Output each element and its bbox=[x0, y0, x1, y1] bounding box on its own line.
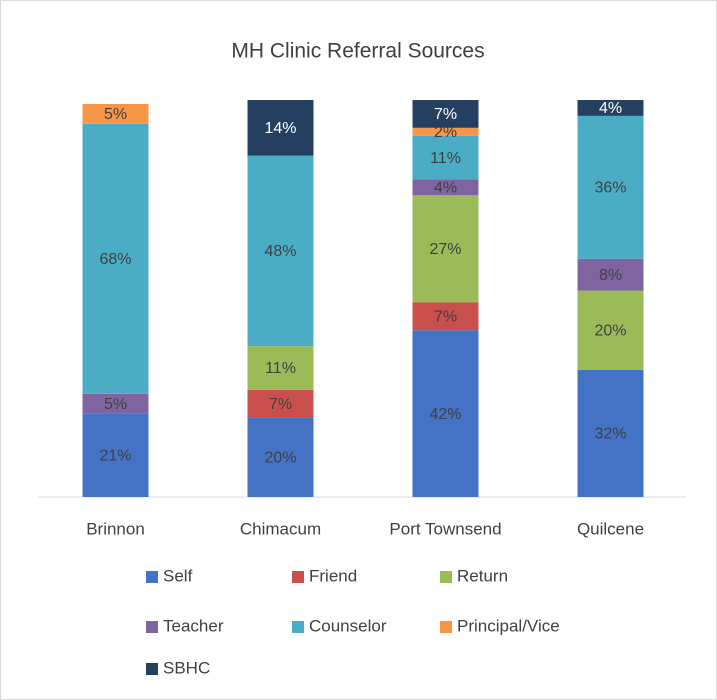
legend-marker bbox=[292, 621, 304, 633]
data-label: 7% bbox=[269, 396, 292, 413]
data-label: 27% bbox=[429, 241, 461, 258]
data-label: 36% bbox=[594, 180, 626, 197]
legend-label: Return bbox=[457, 566, 508, 585]
data-label: 48% bbox=[264, 243, 296, 260]
data-label: 7% bbox=[434, 309, 457, 326]
bar-segment bbox=[247, 155, 314, 347]
bar-segment bbox=[82, 103, 149, 124]
bar-segment bbox=[412, 100, 479, 128]
legend-label: Teacher bbox=[163, 616, 224, 635]
bar-segment bbox=[412, 135, 479, 180]
data-label: 2% bbox=[434, 124, 457, 141]
legend-marker bbox=[440, 571, 452, 583]
bar-segment bbox=[412, 127, 479, 136]
legend-label: Principal/Vice bbox=[457, 616, 560, 635]
data-label: 21% bbox=[99, 448, 131, 465]
bar-segment bbox=[577, 290, 644, 370]
bar-segment bbox=[247, 417, 314, 497]
data-label: 11% bbox=[430, 150, 461, 167]
data-label: 42% bbox=[429, 406, 461, 423]
bar-segment bbox=[247, 346, 314, 390]
legend-marker bbox=[440, 621, 452, 633]
data-label: 4% bbox=[434, 180, 457, 197]
chart-title: MH Clinic Referral Sources bbox=[231, 40, 484, 63]
bar-segment bbox=[247, 100, 314, 156]
bar-segment bbox=[412, 195, 479, 303]
x-tick-label: Chimacum bbox=[240, 519, 321, 538]
bar-segment bbox=[577, 258, 644, 291]
data-label: 7% bbox=[434, 106, 457, 123]
bar-segment bbox=[82, 393, 149, 414]
data-label: 20% bbox=[594, 322, 626, 339]
x-tick-label: Brinnon bbox=[86, 519, 145, 538]
data-label: 4% bbox=[599, 100, 622, 117]
x-tick-label: Quilcene bbox=[577, 519, 644, 538]
data-label: 14% bbox=[264, 120, 296, 137]
legend-label: SBHC bbox=[163, 658, 210, 677]
data-label: 32% bbox=[594, 426, 626, 443]
legend-marker bbox=[146, 571, 158, 583]
bar-segment bbox=[412, 179, 479, 196]
data-label: 5% bbox=[104, 396, 127, 413]
data-label: 11% bbox=[265, 360, 296, 377]
legend-label: Friend bbox=[309, 566, 357, 585]
bar-segment bbox=[412, 330, 479, 497]
data-label: 8% bbox=[599, 267, 622, 284]
legend-label: Counselor bbox=[309, 616, 387, 635]
legend-marker bbox=[292, 571, 304, 583]
data-label: 20% bbox=[264, 450, 296, 467]
bar-segment bbox=[82, 413, 149, 497]
bar-segment bbox=[577, 115, 644, 259]
legend-label: Self bbox=[163, 566, 193, 585]
legend-marker bbox=[146, 621, 158, 633]
bar-segment bbox=[82, 123, 149, 394]
bar-segment bbox=[412, 302, 479, 331]
bar-segment bbox=[577, 369, 644, 497]
x-tick-label: Port Townsend bbox=[389, 519, 501, 538]
bar-segment bbox=[247, 389, 314, 418]
bar-segment bbox=[577, 100, 644, 116]
data-label: 5% bbox=[104, 106, 127, 123]
legend-marker bbox=[146, 663, 158, 675]
data-label: 68% bbox=[99, 251, 131, 268]
